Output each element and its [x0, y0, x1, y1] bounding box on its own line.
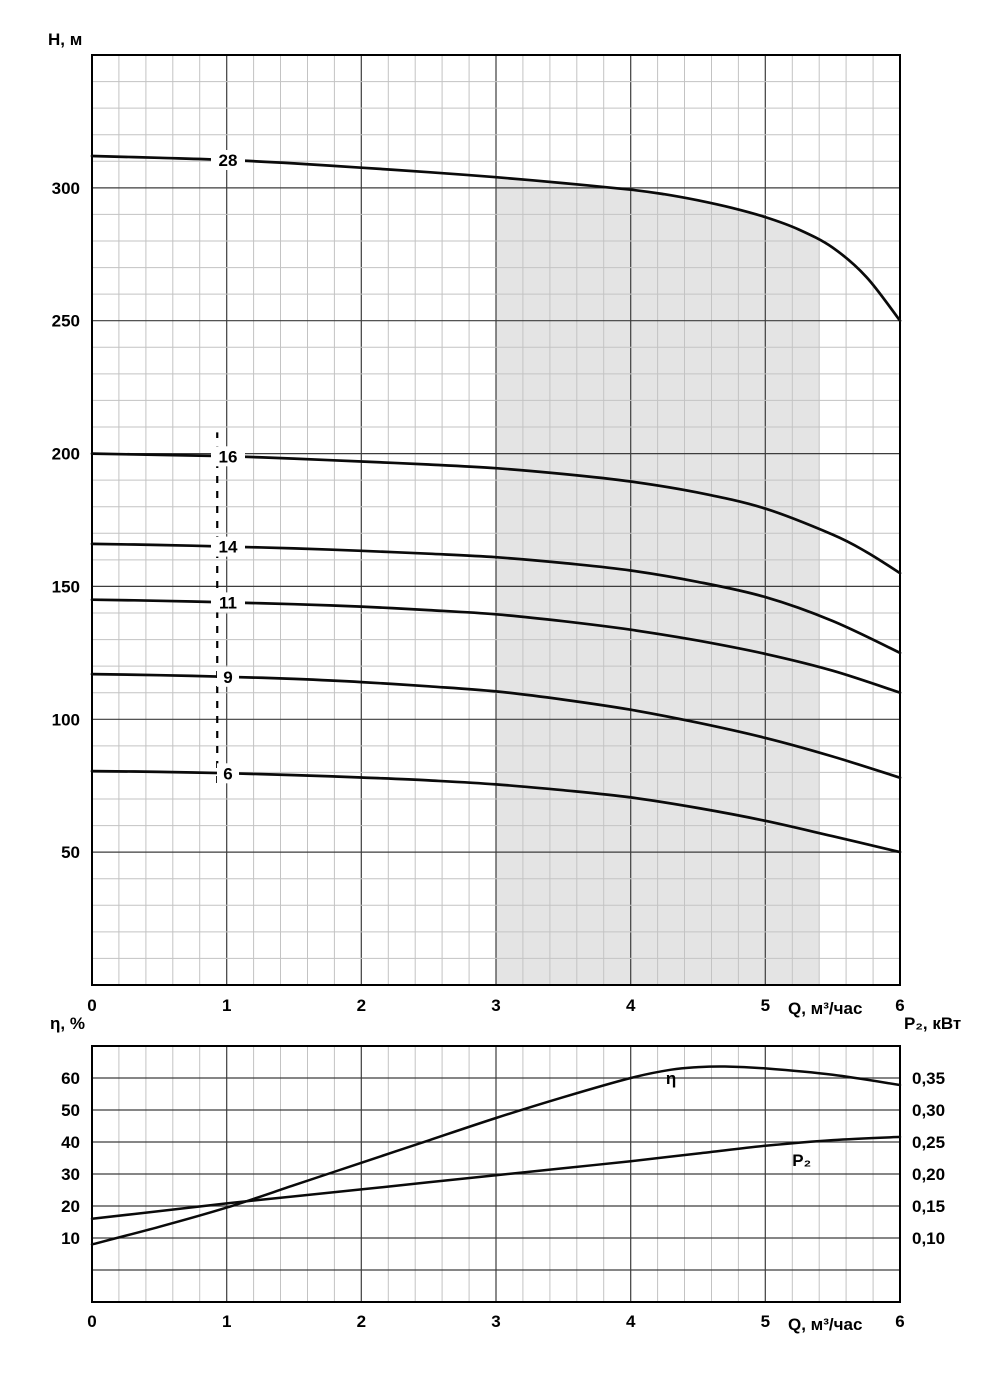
- x-tick-label: 1: [222, 1312, 231, 1331]
- x-tick-label: 2: [357, 996, 366, 1015]
- x-tick-label: 4: [626, 1312, 636, 1331]
- head-chart-y-axis-title: H, м: [48, 30, 83, 49]
- grid-major-horizontal: [92, 187, 900, 853]
- curve-label-P2: P₂: [792, 1151, 811, 1170]
- curve-label-14: 14: [219, 538, 238, 557]
- grid-major-horizontal: [92, 1077, 900, 1271]
- x-tick-label: 4: [626, 996, 636, 1015]
- left-tick-label: 30: [61, 1165, 80, 1184]
- x-tick-label: 6: [895, 996, 904, 1015]
- right-tick-label: 0,15: [912, 1197, 945, 1216]
- x-tick-label: 5: [761, 996, 770, 1015]
- y-tick-label: 250: [52, 312, 80, 331]
- curve-label-9: 9: [223, 668, 232, 687]
- x-tick-label: 5: [761, 1312, 770, 1331]
- y-tick-label: 200: [52, 445, 80, 464]
- curve-label-11: 11: [219, 593, 237, 612]
- y-tick-label: 50: [61, 843, 80, 862]
- x-tick-label: 0: [87, 996, 96, 1015]
- y-tick-label: 300: [52, 179, 80, 198]
- left-tick-label: 60: [61, 1069, 80, 1088]
- right-tick-label: 0,10: [912, 1229, 945, 1248]
- x-tick-label: 0: [87, 1312, 96, 1331]
- plot-border: [91, 54, 901, 986]
- x-tick-label: 2: [357, 1312, 366, 1331]
- head-chart-x-axis-title: Q, м³/час: [788, 999, 863, 1018]
- grid-minor-horizontal: [92, 81, 900, 959]
- y-tick-label: 100: [52, 710, 80, 729]
- left-tick-label: 20: [61, 1197, 80, 1216]
- efficiency-chart: η P₂ 10 20 30 40 50 60 0,10 0,15 0,20 0,25 0,30 0,35 0…: [61, 1045, 945, 1331]
- curve-label-6: 6: [223, 764, 232, 783]
- grid-minor-vertical: [118, 55, 874, 985]
- left-tick-label: 50: [61, 1101, 80, 1120]
- right-tick-label: 0,35: [912, 1069, 945, 1088]
- grid-major-vertical: [226, 55, 766, 985]
- curve-label-chip: [211, 150, 245, 170]
- right-tick-label: 0,25: [912, 1133, 945, 1152]
- efficiency-chart-left-axis-title: η, %: [50, 1014, 85, 1033]
- curve-label-chip: [211, 592, 245, 613]
- curve-28-stages: [90, 154, 902, 323]
- right-tick-label: 0,30: [912, 1101, 945, 1120]
- y-tick-label: 150: [52, 577, 80, 596]
- left-tick-label: 10: [61, 1229, 80, 1248]
- head-chart: 28 16 14 11 9 6 50 100 150 200 250 300 0 1 2 3 4 5 6: [52, 54, 905, 1015]
- curve-label-chip: [217, 763, 239, 784]
- curve-label-28: 28: [219, 151, 238, 170]
- curve-label-chip: [211, 536, 245, 557]
- x-tick-label: 6: [895, 1312, 904, 1331]
- efficiency-chart-right-axis-title: P₂, кВт: [904, 1014, 962, 1033]
- x-tick-label: 3: [491, 1312, 500, 1331]
- x-tick-label: 1: [222, 996, 231, 1015]
- curve-P2: [90, 1135, 902, 1221]
- plot-border: [91, 1045, 901, 1303]
- curve-label-chip: [217, 666, 239, 687]
- right-tick-label: 0,20: [912, 1165, 945, 1184]
- curve-label-chip: [211, 446, 245, 467]
- efficiency-chart-x-axis-title: Q, м³/час: [788, 1315, 863, 1334]
- curve-label-eta: η: [666, 1069, 676, 1088]
- left-tick-label: 40: [61, 1133, 80, 1152]
- x-tick-label: 3: [491, 996, 500, 1015]
- curve-label-16: 16: [219, 447, 238, 466]
